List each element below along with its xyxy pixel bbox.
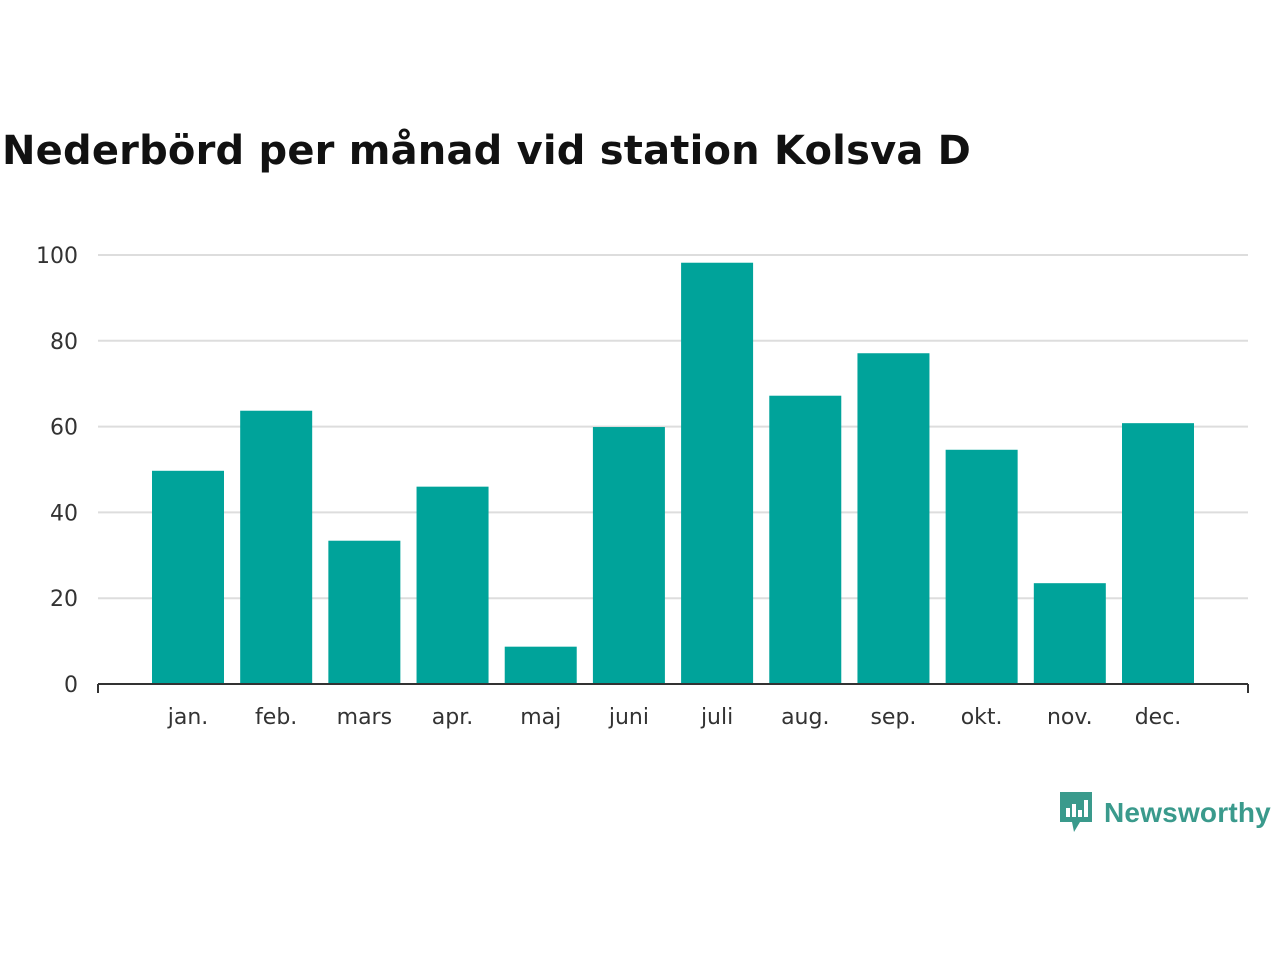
- bar-feb: [240, 410, 313, 684]
- x-tick-label: sep.: [870, 705, 916, 730]
- x-tick-label: apr.: [432, 705, 473, 730]
- bar-apr: [416, 486, 489, 684]
- bar-mars: [328, 540, 401, 684]
- bar-jan: [152, 470, 224, 684]
- y-tick-label: 100: [36, 244, 78, 269]
- chart-title: Nederbörd per månad vid station Kolsva D: [2, 128, 972, 174]
- newsworthy-logo: Newsworthy: [1058, 790, 1271, 836]
- x-tick-label: maj: [520, 705, 561, 730]
- newsworthy-logo-icon: [1060, 792, 1092, 832]
- x-tick-label: juli: [700, 705, 733, 730]
- bar-juni: [592, 427, 665, 684]
- y-tick-label: 60: [50, 416, 78, 441]
- x-tick-label: aug.: [781, 705, 829, 730]
- bar-okt: [945, 449, 1018, 684]
- bar-aug: [769, 395, 842, 684]
- x-tick-label: dec.: [1135, 705, 1182, 730]
- bar-sep: [857, 353, 930, 684]
- x-tick-label: juni: [608, 705, 649, 730]
- x-axis: [97, 683, 1249, 693]
- x-tick-label: okt.: [961, 705, 1003, 730]
- y-tick-label: 20: [50, 587, 78, 612]
- y-tick-label: 0: [64, 673, 78, 698]
- y-axis-labels: 0 20 40 60 80 100: [36, 244, 78, 698]
- y-tick-label: 80: [50, 330, 78, 355]
- brand-name: Newsworthy: [1104, 797, 1271, 828]
- x-tick-label: jan.: [167, 705, 209, 730]
- bar-maj: [504, 646, 577, 684]
- bars: [152, 262, 1194, 684]
- bar-juli: [681, 262, 754, 684]
- bar-dec: [1122, 423, 1194, 684]
- x-axis-labels: jan. feb. mars apr. maj juni juli aug. sep. okt. n…: [167, 705, 1182, 730]
- x-tick-label: nov.: [1047, 705, 1093, 730]
- bar-nov: [1033, 583, 1106, 684]
- y-tick-label: 40: [50, 501, 78, 526]
- x-tick-label: mars: [337, 705, 392, 730]
- x-tick-label: feb.: [255, 705, 297, 730]
